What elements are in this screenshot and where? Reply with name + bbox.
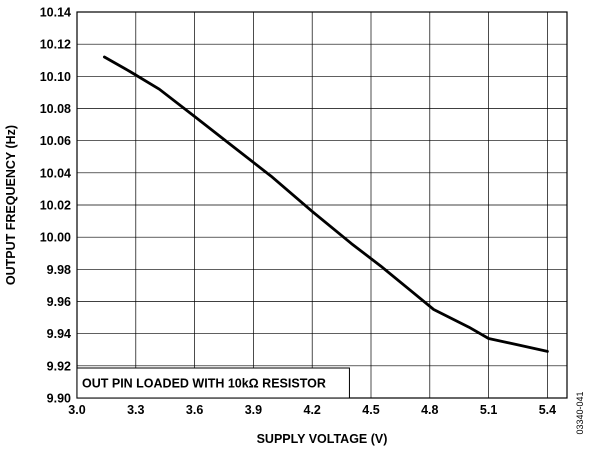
y-tick-label: 9.92: [47, 359, 71, 373]
x-tick-label: 4.2: [304, 403, 321, 417]
y-tick-label: 10.08: [40, 102, 71, 116]
y-tick-label: 9.96: [47, 295, 71, 309]
series: [103, 55, 549, 353]
x-tick-label: 3.6: [186, 403, 203, 417]
x-tick-labels: 3.0 3.3 3.6 3.9 4.2 4.5 4.8 5.1 5.4: [68, 403, 556, 417]
y-tick-label: 10.02: [40, 199, 71, 213]
x-tick-label: 5.1: [480, 403, 497, 417]
y-tick-label: 10.00: [40, 231, 71, 245]
y-tick-label: 9.98: [47, 263, 71, 277]
y-tick-label: 10.06: [40, 134, 71, 148]
y-tick-label: 10.12: [40, 38, 71, 52]
y-tick-label: 9.90: [47, 392, 71, 406]
y-tick-label: 9.94: [47, 327, 71, 341]
figure-id: 03340-041: [575, 391, 585, 434]
annotation-box: [76, 367, 350, 399]
y-tick-label: 10.04: [40, 166, 71, 180]
y-axis-title: OUTPUT FREQUENCY (Hz): [4, 125, 18, 285]
x-tick-label: 4.8: [421, 403, 438, 417]
annotation-text: OUT PIN LOADED WITH 10kΩ RESISTOR: [82, 377, 326, 391]
x-tick-label: 3.3: [127, 403, 144, 417]
series-line: [103, 55, 549, 353]
x-tick-label: 3.9: [245, 403, 262, 417]
x-tick-label: 4.5: [362, 403, 379, 417]
y-tick-labels: 9.90 9.92 9.94 9.96 9.98 10.00 10.02 10.04 10.06…: [40, 6, 71, 406]
y-tick-label: 10.10: [40, 70, 71, 84]
x-axis-title: SUPPLY VOLTAGE (V): [257, 432, 388, 446]
y-tick-label: 10.14: [40, 6, 71, 20]
x-tick-label: 5.4: [539, 403, 556, 417]
x-tick-label: 3.0: [68, 403, 85, 417]
